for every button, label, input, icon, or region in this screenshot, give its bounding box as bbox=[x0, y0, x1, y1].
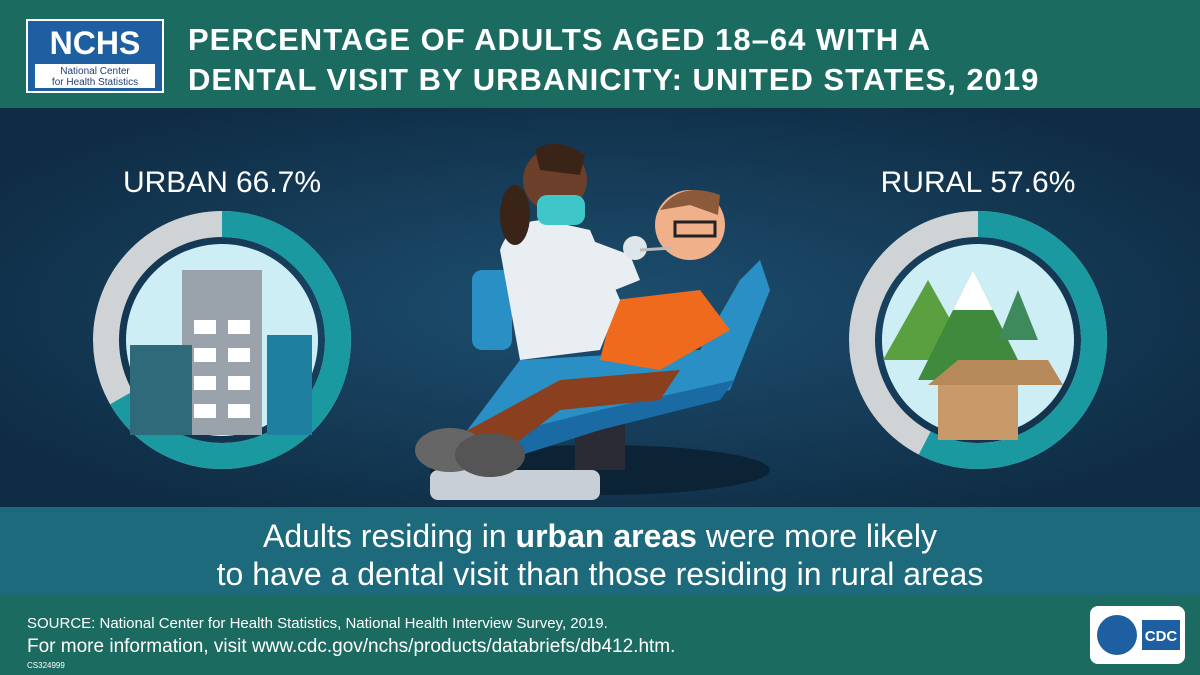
building bbox=[267, 335, 312, 435]
percent: 66.7% bbox=[236, 166, 321, 199]
dentist-illustration bbox=[415, 143, 770, 500]
donut-scene bbox=[130, 270, 312, 435]
donut-arc bbox=[918, 211, 1107, 469]
window bbox=[228, 348, 250, 362]
tree bbox=[998, 290, 1038, 340]
message-text: Adults residing in bbox=[263, 518, 507, 554]
title: PERCENTAGE OF ADULTS AGED 18–64 WITH A bbox=[188, 22, 931, 57]
percent: 57.6% bbox=[990, 166, 1075, 199]
message-emphasis: urban areas bbox=[516, 518, 697, 554]
house bbox=[938, 380, 1018, 440]
message-band bbox=[0, 507, 1200, 595]
cdc-logo-mark bbox=[1142, 620, 1180, 650]
source: SOURCE: National Center for Health Stati… bbox=[27, 615, 608, 632]
nchs-logo: NCHS bbox=[50, 25, 141, 61]
snow bbox=[953, 270, 993, 310]
building bbox=[130, 345, 192, 435]
window bbox=[194, 320, 216, 334]
donut-label: URBAN 66.7% bbox=[123, 166, 321, 199]
mountain bbox=[918, 270, 1028, 380]
title: DENTAL VISIT BY URBANICITY: UNITED STATE… bbox=[188, 62, 1039, 97]
more-info: For more information, visit www.cdc.gov/… bbox=[27, 636, 675, 657]
category: RURAL bbox=[881, 166, 983, 199]
donut-group: URBAN 66.7% RURAL 57.6% bbox=[93, 166, 1107, 469]
window bbox=[194, 404, 216, 418]
logo-subtitle-box bbox=[35, 64, 155, 88]
cdc-logo: CDC bbox=[1145, 628, 1178, 645]
donut-arc bbox=[110, 211, 351, 469]
footer-band bbox=[0, 595, 1200, 675]
window bbox=[228, 404, 250, 418]
header-band bbox=[0, 0, 1200, 108]
window bbox=[194, 376, 216, 390]
message-text: to have a dental visit than those residi… bbox=[217, 556, 984, 592]
message-text: were more likely bbox=[705, 518, 937, 554]
logo-subtitle: National Center bbox=[60, 66, 130, 77]
logo-subtitle: for Health Statistics bbox=[52, 77, 138, 88]
code: CS324999 bbox=[27, 661, 65, 670]
donut-scene bbox=[883, 270, 1063, 440]
donut-label: RURAL 57.6% bbox=[881, 166, 1076, 199]
window bbox=[228, 376, 250, 390]
window bbox=[194, 348, 216, 362]
category: URBAN bbox=[123, 166, 228, 199]
roof bbox=[928, 360, 1063, 385]
message: Adults residing in urban areas were more… bbox=[263, 518, 937, 554]
window bbox=[228, 320, 250, 334]
hhs-seal bbox=[1097, 615, 1137, 655]
